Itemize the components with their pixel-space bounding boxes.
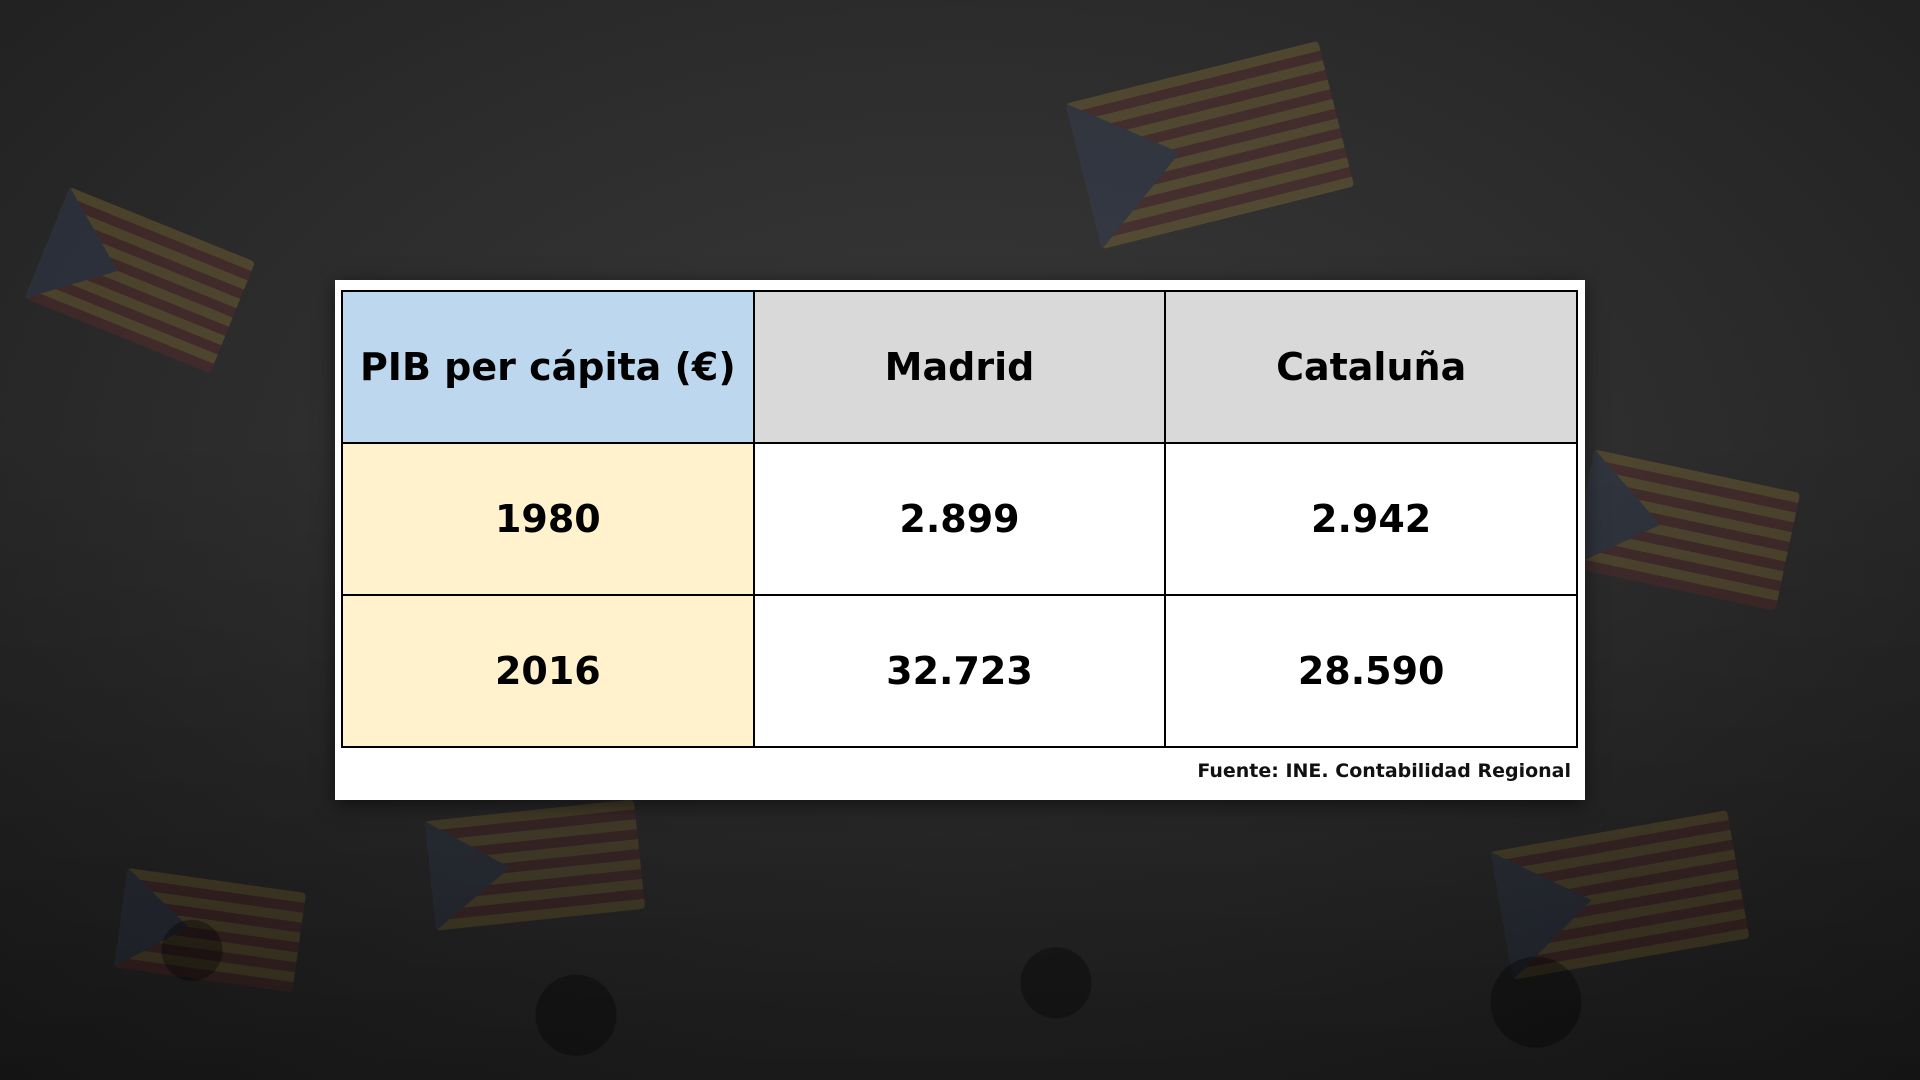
- column-header-madrid: Madrid: [752, 290, 1167, 444]
- source-note: Fuente: INE. Contabilidad Regional: [1197, 760, 1571, 782]
- table-row: 2016 32.723 28.590: [341, 594, 1578, 748]
- table-header-row: PIB per cápita (€) Madrid Cataluña: [341, 290, 1578, 444]
- table-row: 1980 2.899 2.942: [341, 442, 1578, 596]
- background-flag-decoration: [24, 186, 256, 374]
- row-header-2016: 2016: [341, 594, 755, 748]
- cell-2016-cataluna: 28.590: [1164, 594, 1578, 748]
- row-header-1980: 1980: [341, 442, 755, 596]
- cell-1980-cataluna: 2.942: [1164, 442, 1578, 596]
- column-header-cataluna: Cataluña: [1164, 290, 1578, 444]
- cell-2016-madrid: 32.723: [752, 594, 1167, 748]
- table-corner-header: PIB per cápita (€): [341, 290, 755, 444]
- background-flag-decoration: [1065, 40, 1355, 250]
- gdp-per-capita-table: PIB per cápita (€) Madrid Cataluña 1980 …: [341, 290, 1578, 748]
- cell-1980-madrid: 2.899: [752, 442, 1167, 596]
- table-card: PIB per cápita (€) Madrid Cataluña 1980 …: [335, 280, 1585, 800]
